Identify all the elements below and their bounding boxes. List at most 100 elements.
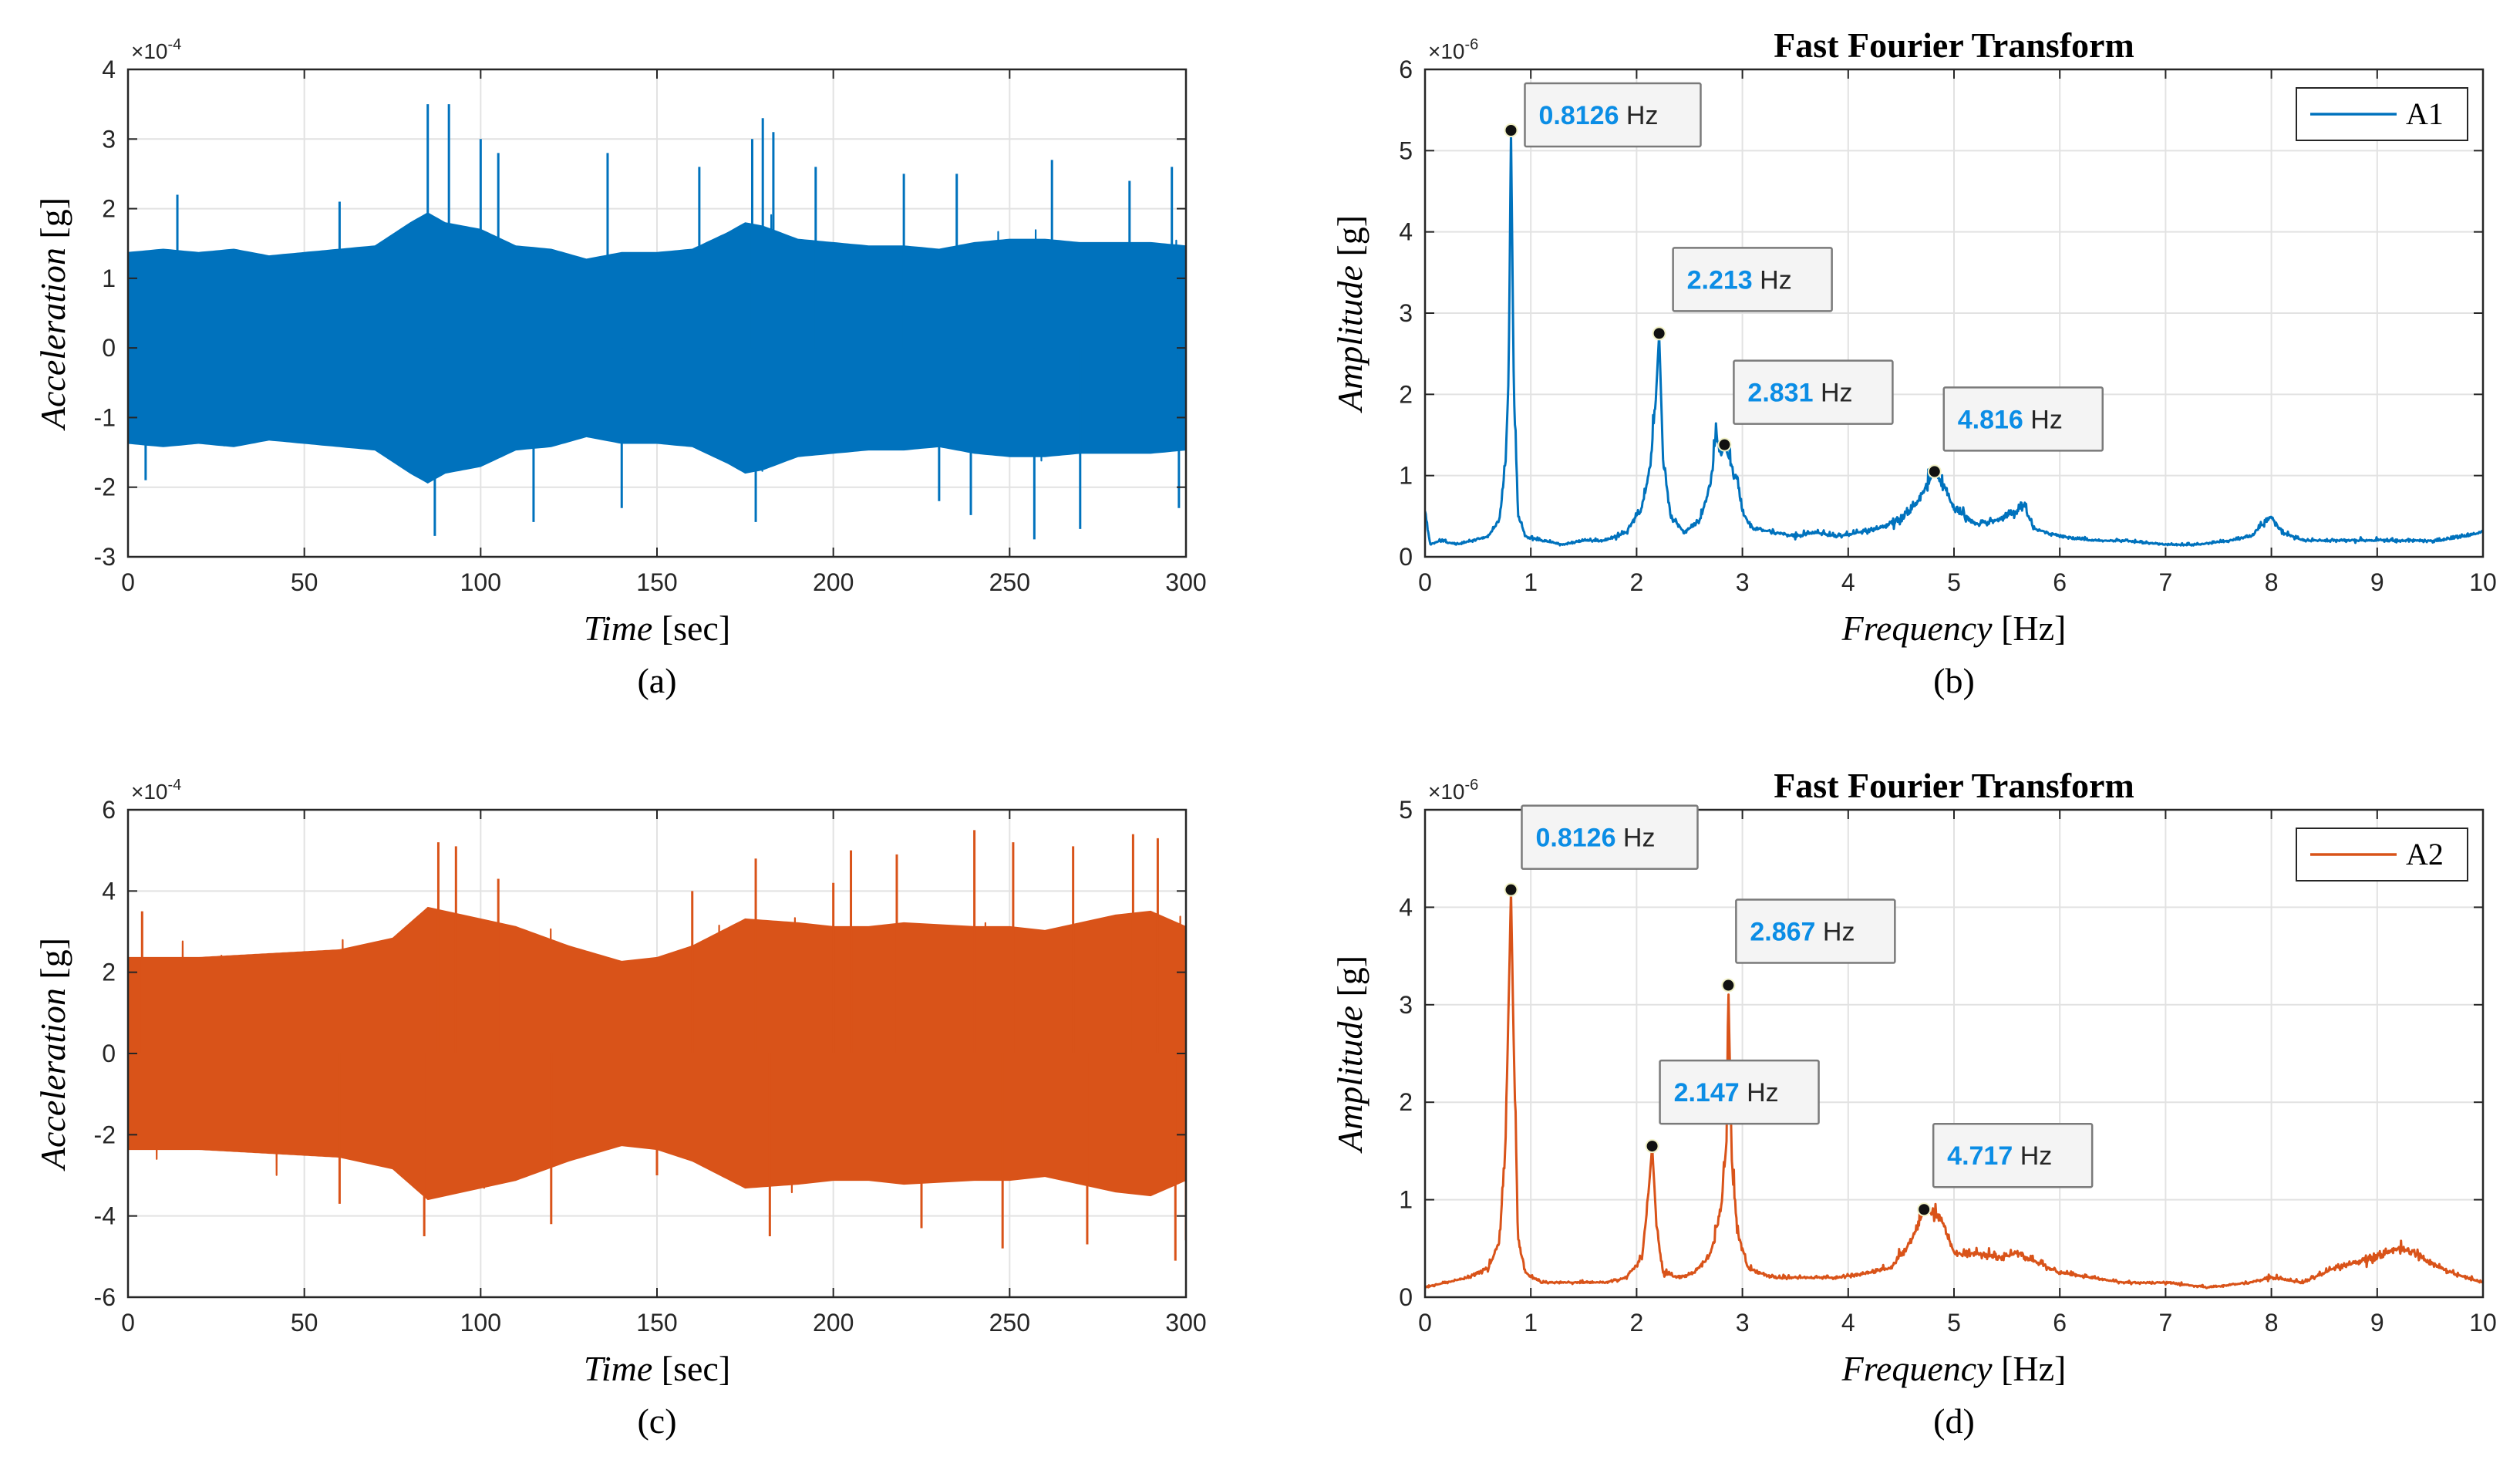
- x-tick-label: 150: [636, 1309, 677, 1337]
- y-tick-label: 0: [1399, 1283, 1413, 1311]
- y-tick-label: -2: [94, 1121, 116, 1148]
- y-axis-label: Amplitude [g]: [1330, 215, 1369, 413]
- x-tick-label: 6: [2053, 1309, 2067, 1337]
- legend: A1: [2296, 87, 2468, 141]
- data-tip: 0.8126 Hz: [1504, 82, 1702, 148]
- data-tip-box: [1524, 82, 1702, 148]
- y-tick-label: 3: [102, 125, 116, 153]
- y-tick-label: 1: [1399, 462, 1413, 490]
- data-tip: 2.831 Hz: [1717, 359, 1894, 452]
- data-tip-label: 0.8126 Hz: [1535, 824, 1655, 853]
- axis-multiplier: ×10-6: [1428, 36, 1478, 63]
- data-tip-box: [1733, 359, 1894, 425]
- x-tick-label: 150: [636, 568, 677, 596]
- data-tip: 2.147 Hz: [1645, 1059, 1820, 1154]
- y-tick-label: 3: [1399, 299, 1413, 327]
- data-tip-marker: [1504, 123, 1518, 137]
- x-tick-label: 7: [2159, 568, 2173, 596]
- x-axis-label: Frequency [Hz]: [1841, 1349, 2067, 1388]
- y-axis-label: Acceleration [g]: [33, 938, 72, 1171]
- data-tip-box: [1932, 1122, 2094, 1188]
- x-tick-label: 8: [2265, 568, 2279, 596]
- data-tip-label: 0.8126 Hz: [1538, 101, 1658, 130]
- data-tip: 2.867 Hz: [1721, 898, 1896, 993]
- x-tick-label: 100: [460, 1309, 501, 1337]
- y-axis-label: Acceleration [g]: [33, 197, 72, 431]
- series-line-A2: [1425, 888, 2483, 1289]
- chart-a: 0 50 100 150 200 250 300 -3 -2 -1 0 1 2 3 4 ×10-4 Time […: [33, 36, 1207, 700]
- chart-title: Fast Fourier Transform: [1774, 766, 2134, 805]
- y-tick-label: 2: [102, 195, 116, 223]
- x-tick-label: 10: [2469, 1309, 2497, 1337]
- x-tick-label: 200: [813, 568, 854, 596]
- y-tick-label: -6: [94, 1283, 116, 1311]
- panel-caption: (c): [637, 1401, 676, 1441]
- x-tick-label: 1: [1524, 1309, 1538, 1337]
- axis-multiplier: ×10-4: [131, 36, 181, 63]
- x-tick-label: 0: [121, 1309, 135, 1337]
- data-tip-box: [1521, 804, 1699, 870]
- data-tip-label: 2.147 Hz: [1674, 1078, 1779, 1107]
- x-tick-label: 8: [2265, 1309, 2279, 1337]
- data-tip-marker: [1504, 882, 1518, 897]
- axis-multiplier: ×10-6: [1428, 777, 1478, 804]
- data-tip-label: 4.816 Hz: [1958, 405, 2063, 434]
- y-tick-label: 6: [102, 796, 116, 824]
- legend: A2: [2296, 828, 2468, 882]
- x-tick-label: 5: [1947, 1309, 1961, 1337]
- panel-caption: (b): [1933, 661, 1975, 700]
- x-tick-label: 1: [1524, 568, 1538, 596]
- data-tip-label: 4.717 Hz: [1947, 1141, 2052, 1171]
- x-tick-label: 50: [291, 568, 318, 596]
- series-band-A1: [128, 212, 1186, 484]
- x-tick-label: 3: [1736, 568, 1750, 596]
- chart-c: 0 50 100 150 200 250 300 -6 -4 -2 0 2 4 6 ×10-4 Time [s…: [33, 777, 1207, 1441]
- x-tick-label: 250: [989, 568, 1030, 596]
- y-tick-label: 5: [1399, 796, 1413, 824]
- y-tick-label: 4: [1399, 218, 1413, 246]
- y-tick-label: 1: [1399, 1186, 1413, 1214]
- y-tick-label: 4: [102, 56, 116, 83]
- x-tick-label: 300: [1165, 1309, 1206, 1337]
- data-tip-box: [1942, 386, 2104, 452]
- x-tick-label: 2: [1630, 568, 1644, 596]
- data-tip: 4.816 Hz: [1927, 386, 2104, 479]
- legend-label: A2: [2406, 837, 2444, 871]
- x-tick-label: 6: [2053, 568, 2067, 596]
- y-tick-label: 1: [102, 265, 116, 292]
- x-axis-label: Time [sec]: [584, 608, 730, 648]
- x-axis-label: Frequency [Hz]: [1841, 608, 2067, 648]
- data-tip-box: [1735, 898, 1896, 964]
- legend-label: A1: [2406, 96, 2444, 131]
- x-tick-label: 100: [460, 568, 501, 596]
- x-tick-label: 200: [813, 1309, 854, 1337]
- data-tip-marker: [1917, 1202, 1932, 1217]
- data-tip-label: 2.867 Hz: [1750, 918, 1855, 947]
- x-tick-label: 0: [1418, 568, 1432, 596]
- x-axis-label: Time [sec]: [584, 1349, 730, 1388]
- x-tick-label: 4: [1841, 1309, 1855, 1337]
- data-tip: 2.213 Hz: [1652, 247, 1833, 341]
- data-tip-label: 2.213 Hz: [1687, 265, 1792, 295]
- data-tip: 4.717 Hz: [1917, 1122, 2094, 1217]
- y-tick-label: 3: [1399, 991, 1413, 1019]
- data-tip-marker: [1652, 326, 1666, 341]
- data-tip-marker: [1721, 978, 1736, 993]
- y-tick-label: 0: [1399, 543, 1413, 571]
- x-tick-label: 3: [1736, 1309, 1750, 1337]
- y-tick-label: 2: [102, 959, 116, 986]
- data-tip-label: 2.831 Hz: [1747, 379, 1852, 408]
- y-tick-label: 2: [1399, 1088, 1413, 1116]
- chart-d: 0 1 2 3 4 5 6 7 8 9 10 0 1 2 3 4 5 ×10-6 Fast Fourier Tran…: [1330, 766, 2497, 1441]
- y-tick-label: 2: [1399, 380, 1413, 408]
- x-tick-label: 5: [1947, 568, 1961, 596]
- data-tip-marker: [1645, 1139, 1659, 1154]
- data-tip: 0.8126 Hz: [1504, 804, 1699, 897]
- y-axis-label: Amplitude [g]: [1330, 956, 1369, 1154]
- y-tick-label: -3: [94, 543, 116, 571]
- x-tick-label: 250: [989, 1309, 1030, 1337]
- data-tip-marker: [1927, 464, 1942, 479]
- x-tick-label: 4: [1841, 568, 1855, 596]
- y-tick-label: 5: [1399, 137, 1413, 164]
